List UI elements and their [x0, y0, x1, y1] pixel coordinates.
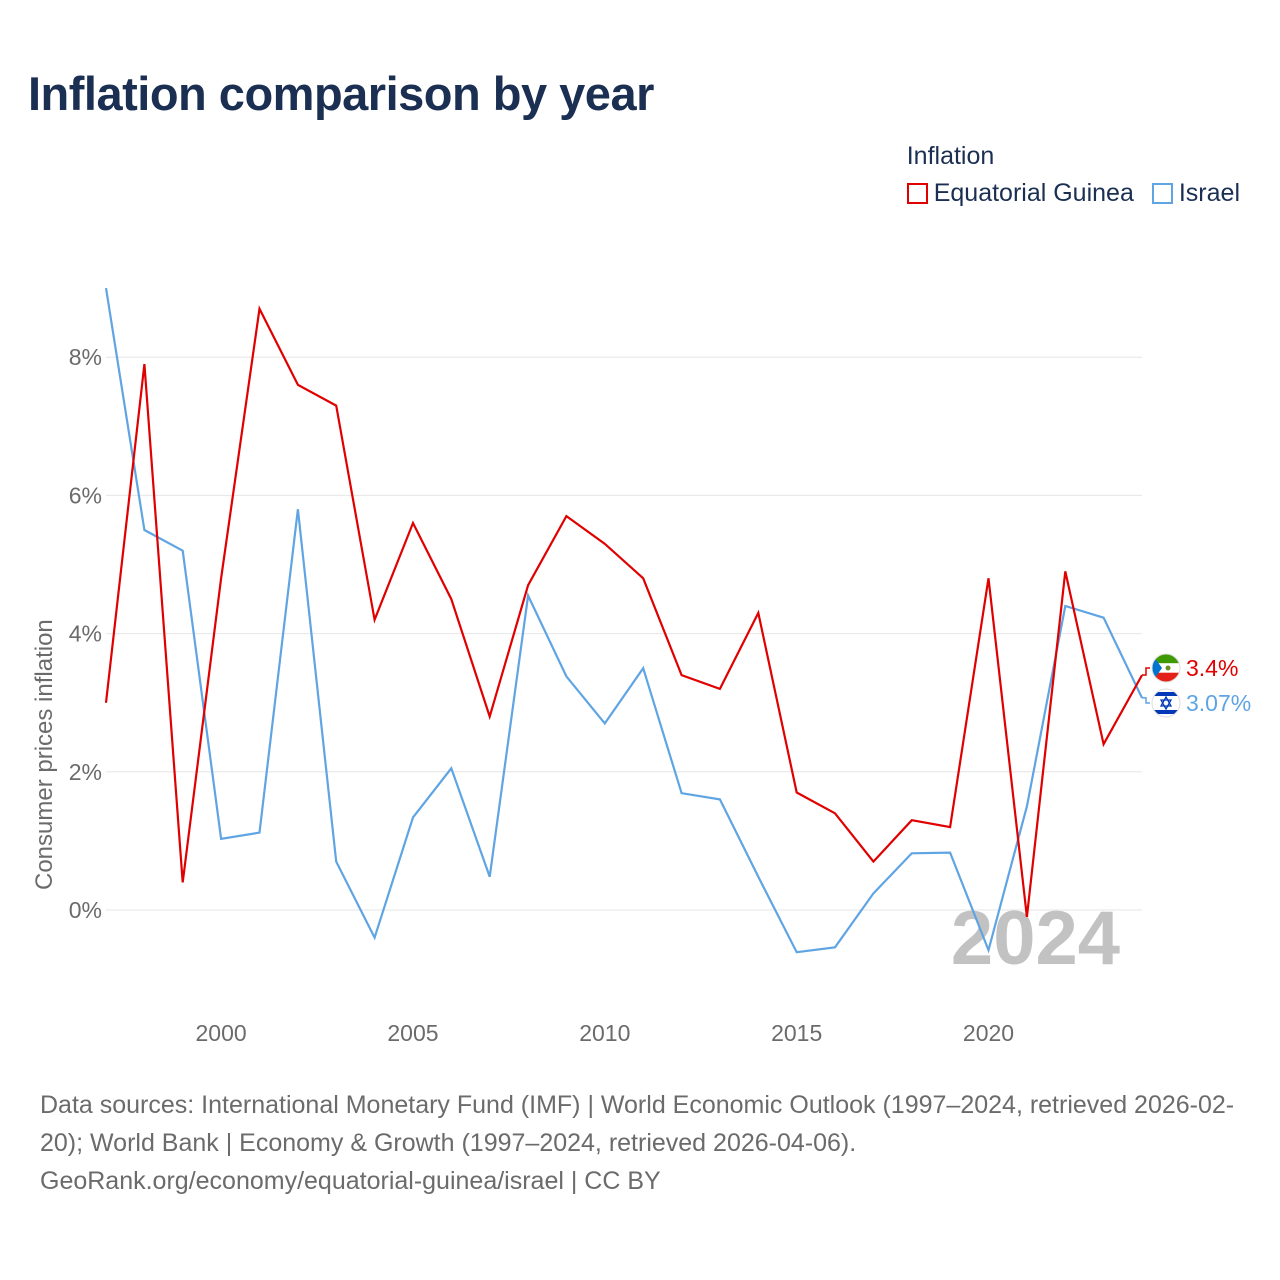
footer: Data sources: International Monetary Fun…: [40, 1086, 1250, 1200]
credit-link[interactable]: GeoRank.org/economy/equatorial-guinea/is…: [40, 1167, 661, 1195]
end-label-equatorial-guinea: 3.4%: [1186, 655, 1238, 681]
legend-item-israel[interactable]: Israel: [1151, 179, 1240, 208]
grid-lines: [106, 356, 1142, 911]
x-tick-label: 2020: [963, 1020, 1014, 1046]
chart-title: Inflation comparison by year: [28, 67, 654, 120]
legend-swatch-red: [906, 183, 928, 204]
legend-title: Inflation: [906, 142, 995, 170]
end-labels: 3.4% 3.07%: [1151, 653, 1251, 718]
y-tick-label: 2%: [69, 759, 102, 785]
y-tick-label: 4%: [69, 621, 102, 647]
y-axis-label: Consumer prices inflation: [31, 619, 58, 890]
x-tick-label: 2000: [196, 1020, 247, 1046]
data-sources: Data sources: International Monetary Fun…: [40, 1091, 1235, 1157]
x-tick-label: 2010: [579, 1020, 630, 1046]
x-axis-ticks: 2000 2005 2010 2015 2020: [196, 1020, 1015, 1046]
y-axis-ticks: 0% 2% 4% 6% 8%: [69, 344, 102, 923]
leader-line: [1142, 697, 1150, 704]
y-tick-label: 8%: [69, 344, 102, 370]
end-label-israel: 3.07%: [1186, 690, 1251, 716]
flag-equatorial-guinea-icon: [1151, 653, 1181, 683]
flag-israel-icon: [1151, 688, 1181, 718]
year-marker: 2024: [951, 896, 1120, 981]
legend-swatch-blue: [1151, 183, 1173, 204]
legend: Inflation Equatorial Guinea Israel: [906, 142, 1240, 208]
series-lines: [104, 287, 1150, 954]
legend-label-equatorial-guinea: Equatorial Guinea: [933, 179, 1134, 207]
leader-line: [1142, 667, 1150, 676]
legend-item-equatorial-guinea[interactable]: Equatorial Guinea: [906, 179, 1134, 208]
series-line-equatorial-guinea[interactable]: [104, 305, 1143, 918]
line-chart: 0% 2% 4% 6% 8% 2000 2005 2010 2015 2020 Consumer…: [31, 287, 1251, 1046]
y-tick-label: 6%: [69, 482, 102, 508]
y-tick-label: 0%: [69, 897, 102, 923]
series-line-israel[interactable]: [104, 287, 1143, 954]
x-tick-label: 2005: [387, 1020, 438, 1046]
legend-label-israel: Israel: [1178, 179, 1240, 207]
x-tick-label: 2015: [771, 1020, 822, 1046]
